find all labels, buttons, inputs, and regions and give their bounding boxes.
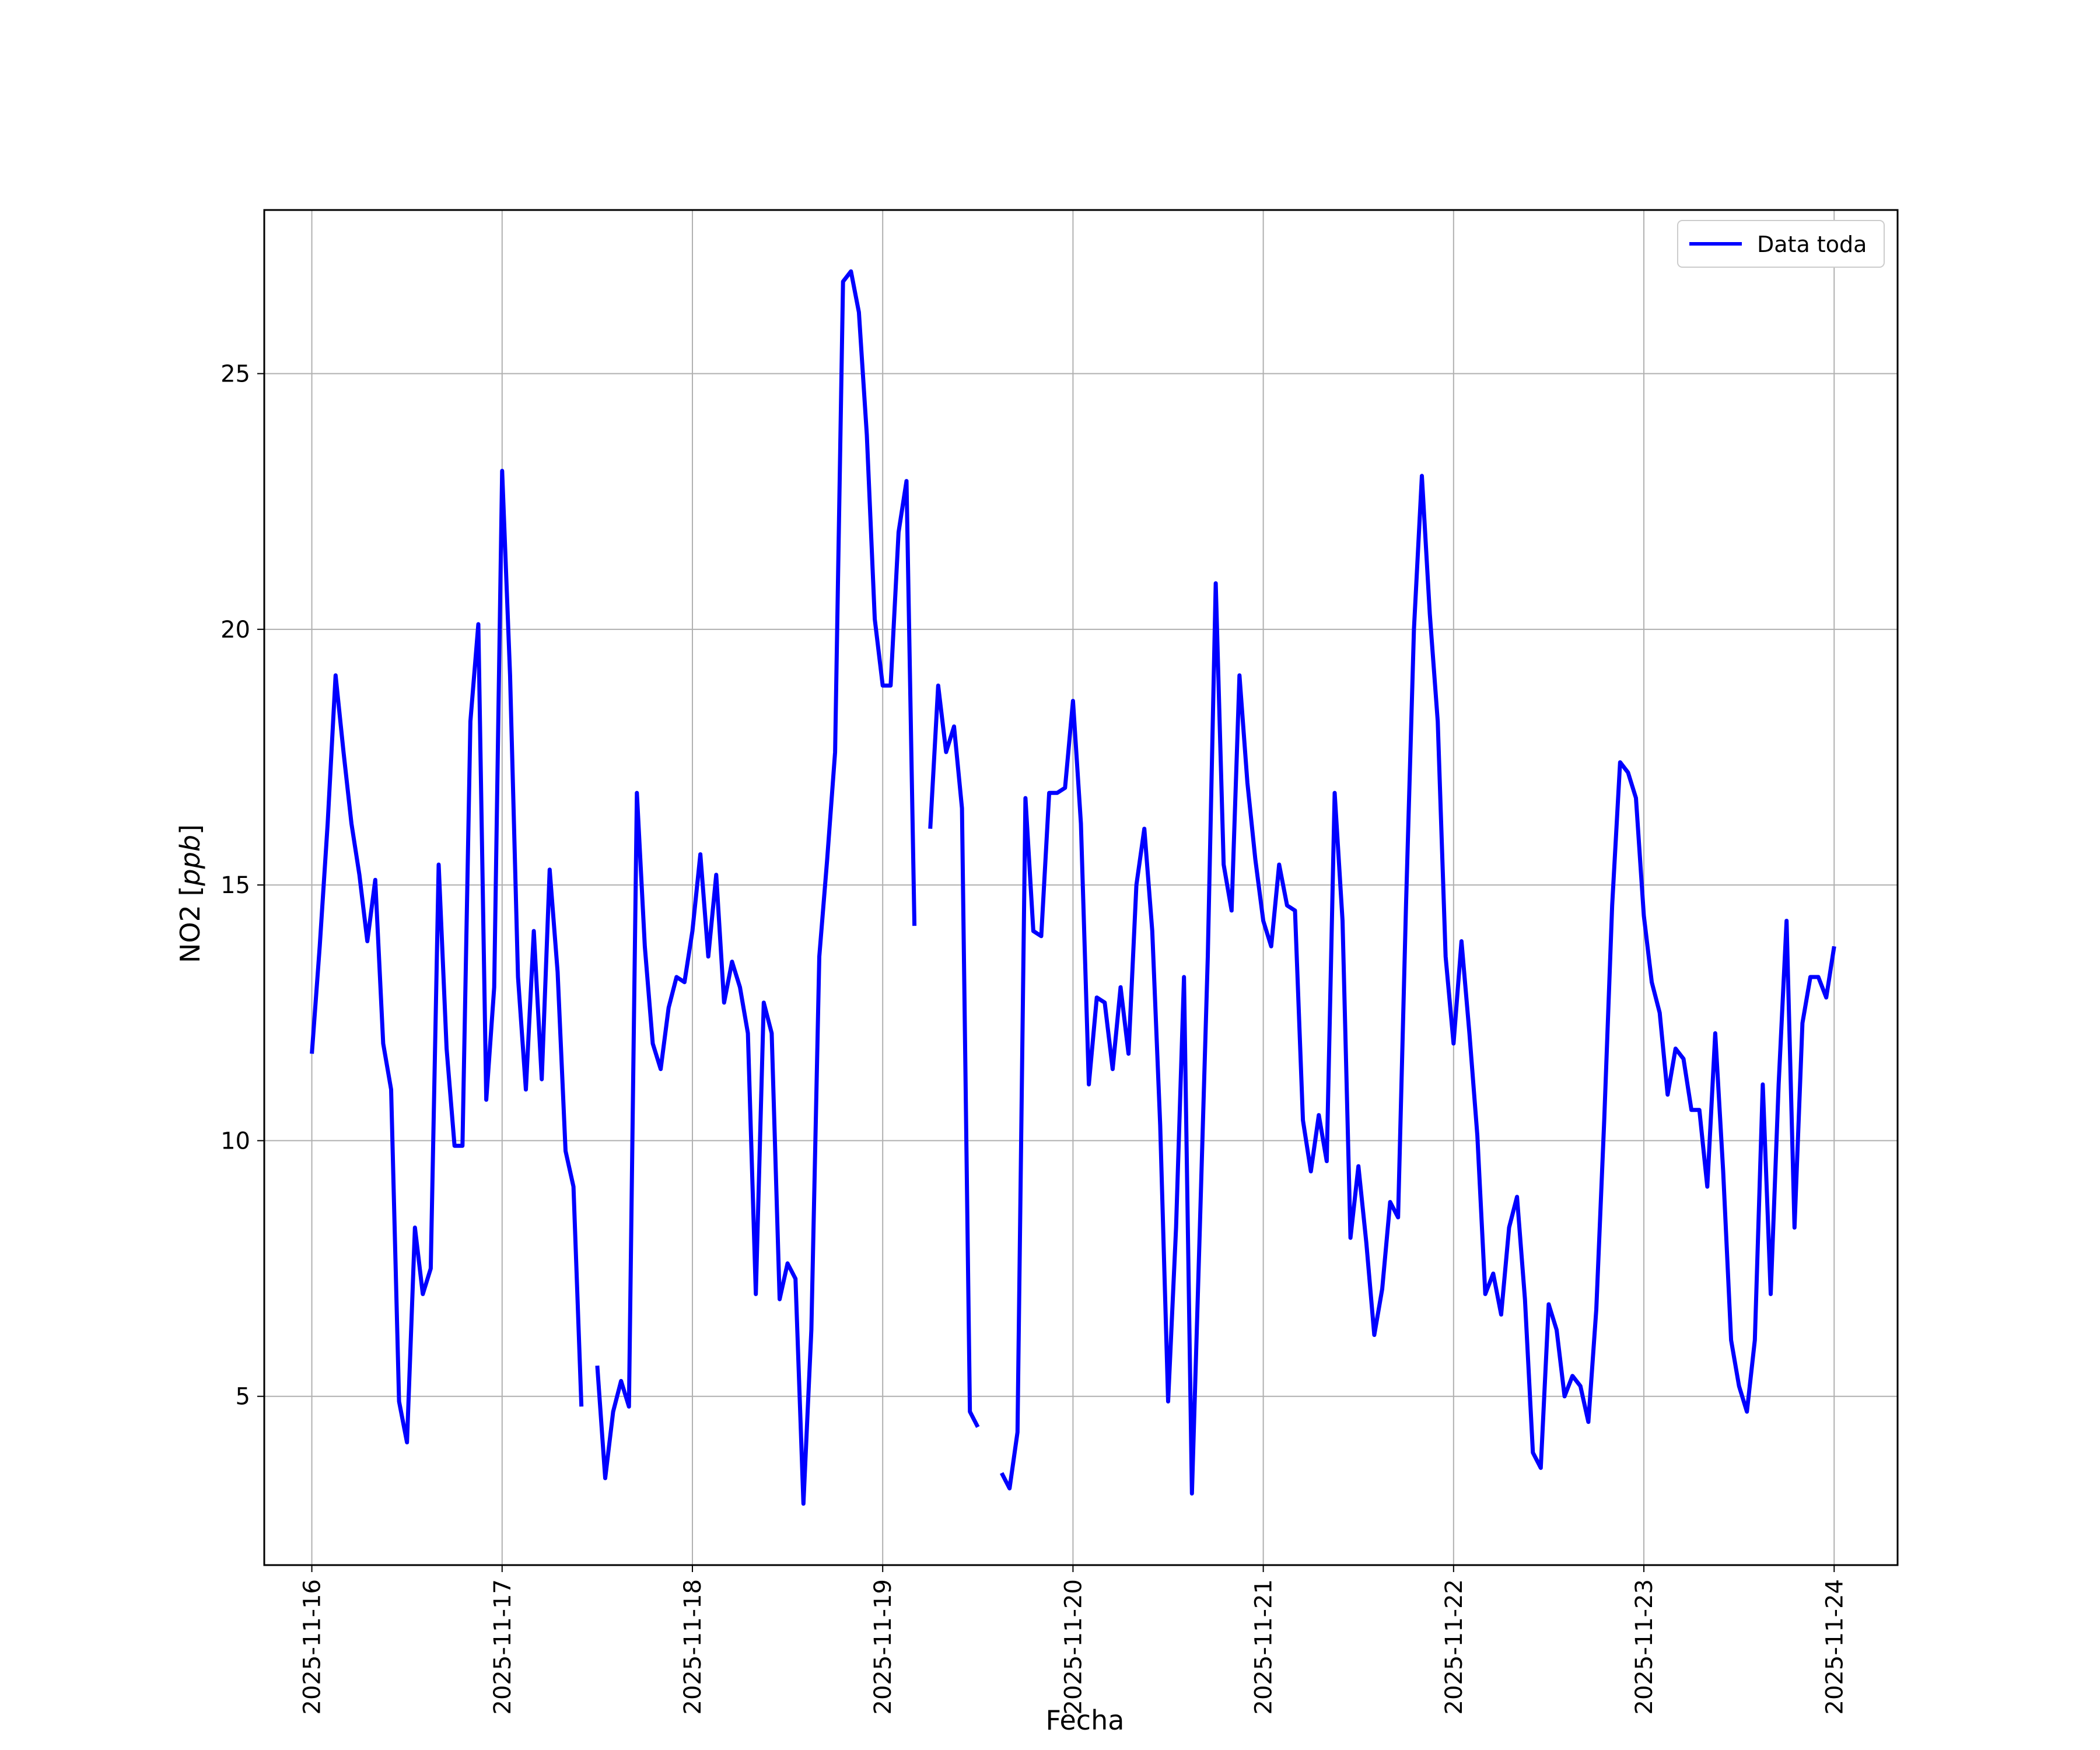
y-gridlines xyxy=(264,373,1898,1397)
y-axis-label-main: NO2 [ xyxy=(174,886,206,963)
legend-box xyxy=(1677,220,1885,268)
series-line-segment xyxy=(595,269,917,1506)
series-line-segment xyxy=(999,474,1836,1496)
y-axis-label: NO2 [ppb] xyxy=(174,824,206,963)
x-tick-label: 2025-11-19 xyxy=(870,1579,897,1714)
y-axis-ticks: 5 10 15 20 25 xyxy=(220,361,264,1410)
y-tick-label: 25 xyxy=(220,361,250,388)
x-axis-ticks: 2025-11-16 2025-11-17 2025-11-18 2025-11-19… xyxy=(299,1565,1848,1714)
series-lines xyxy=(310,269,1836,1506)
series-line-segment xyxy=(928,683,980,1428)
x-axis-label: Fecha xyxy=(1046,1704,1125,1736)
y-tick-label: 10 xyxy=(220,1128,250,1154)
x-tick-label: 2025-11-22 xyxy=(1441,1579,1468,1714)
x-tick-label: 2025-11-23 xyxy=(1631,1579,1658,1714)
x-tick-label: 2025-11-17 xyxy=(489,1579,516,1714)
x-tick-label: 2025-11-20 xyxy=(1060,1579,1087,1714)
x-tick-label: 2025-11-18 xyxy=(680,1579,706,1714)
x-tick-label: 2025-11-16 xyxy=(299,1579,326,1714)
series-line-segment xyxy=(310,468,584,1445)
y-axis-label-unit: ppb xyxy=(174,835,206,887)
x-tick-label: 2025-11-21 xyxy=(1251,1579,1278,1714)
legend: Data toda xyxy=(1677,220,1885,268)
plot-frame xyxy=(263,209,1899,1566)
y-tick-label: 15 xyxy=(220,872,250,899)
y-tick-label: 5 xyxy=(236,1384,250,1410)
y-tick-label: 20 xyxy=(220,617,250,643)
x-tick-label: 2025-11-24 xyxy=(1821,1579,1848,1714)
y-axis-label-close: ] xyxy=(174,824,206,835)
x-gridlines xyxy=(311,210,1835,1565)
legend-label-data-toda: Data toda xyxy=(1757,232,1867,257)
